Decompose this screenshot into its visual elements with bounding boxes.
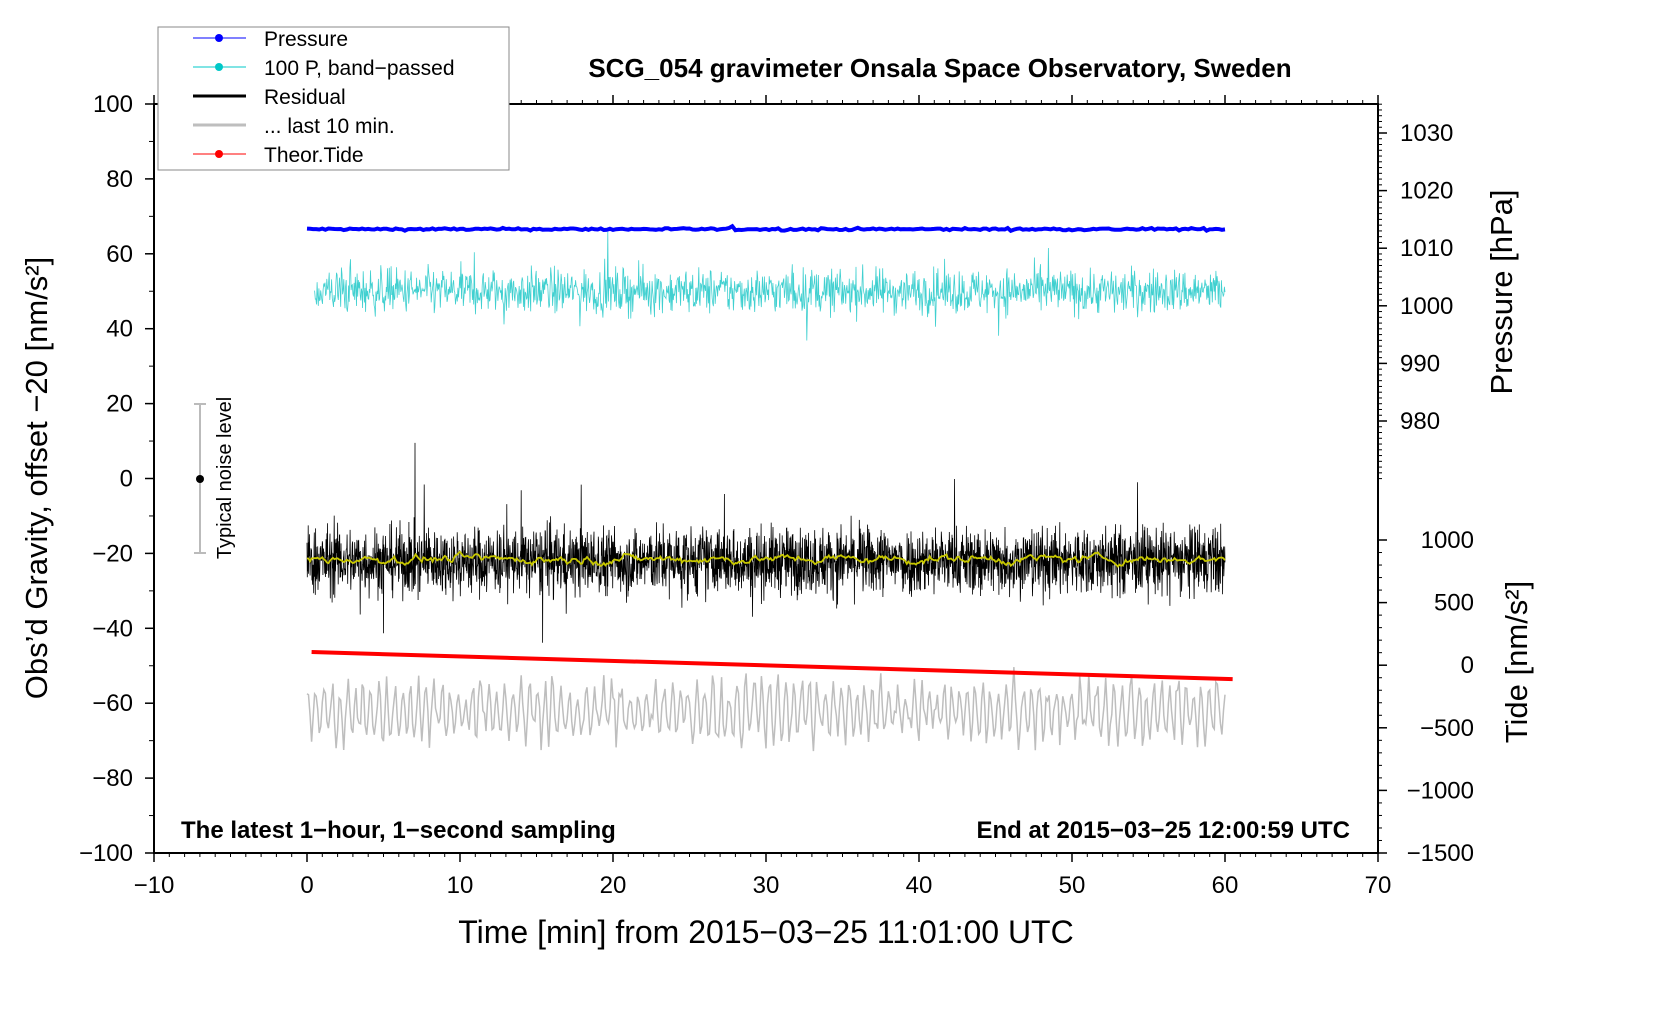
ticks-layer: −10 0 10 20 30 40 50 60 70100806040200−20−40−60−… bbox=[79, 91, 1474, 899]
series-layer bbox=[306, 223, 1233, 752]
legend-label: Residual bbox=[264, 86, 346, 109]
tide-tick-label: 0 bbox=[1461, 652, 1474, 679]
y-tick-label-left: 40 bbox=[106, 316, 133, 343]
pressure-tick-label: 1000 bbox=[1400, 293, 1453, 320]
legend-entry: Pressure bbox=[193, 28, 348, 51]
series-theor-tide bbox=[311, 650, 1233, 682]
tide-tick-label: −1500 bbox=[1407, 840, 1474, 867]
annotation-left: The latest 1−hour, 1−second sampling bbox=[181, 817, 616, 844]
legend-entry: ... last 10 min. bbox=[193, 115, 395, 138]
series-100-p-band-passed bbox=[314, 231, 1226, 341]
y-tick-label-left: −80 bbox=[92, 765, 133, 792]
x-tick-label: −10 bbox=[134, 872, 175, 899]
pressure-tick-label: 980 bbox=[1400, 408, 1440, 435]
legend: Pressure 100 P, band−passed Residual ... la… bbox=[157, 26, 510, 171]
legend-label: ... last 10 min. bbox=[264, 115, 395, 138]
pressure-tick-label: 1020 bbox=[1400, 178, 1453, 205]
tide-tick-label: 500 bbox=[1434, 590, 1474, 617]
x-tick-label: 0 bbox=[300, 872, 313, 899]
chart-title: SCG_054 gravimeter Onsala Space Observat… bbox=[588, 53, 1291, 83]
pressure-tick-label: 1010 bbox=[1400, 235, 1453, 262]
y-tick-label-left: 80 bbox=[106, 166, 133, 193]
x-tick-label: 40 bbox=[906, 872, 933, 899]
tide-tick-label: 1000 bbox=[1421, 527, 1474, 554]
legend-marker bbox=[215, 63, 223, 71]
series-residual bbox=[306, 442, 1226, 643]
x-tick-label: 10 bbox=[447, 872, 474, 899]
legend-marker bbox=[215, 150, 223, 158]
legend-entry: Residual bbox=[193, 86, 346, 109]
pressure-tick-label: 990 bbox=[1400, 350, 1440, 377]
legend-label: Pressure bbox=[264, 28, 348, 51]
legend-entry: Theor.Tide bbox=[193, 144, 364, 167]
y-axis-label-pressure: Pressure [hPa] bbox=[1484, 189, 1519, 394]
noise-center-dot bbox=[196, 475, 204, 483]
legend-label: Theor.Tide bbox=[264, 144, 364, 167]
x-tick-label: 20 bbox=[600, 872, 627, 899]
y-axis-label-left: Obs’d Gravity, offset −20 [nm/s²] bbox=[19, 257, 54, 700]
y-tick-label-left: −100 bbox=[79, 840, 133, 867]
x-tick-label: 30 bbox=[753, 872, 780, 899]
y-tick-label-left: 20 bbox=[106, 391, 133, 418]
annotation-right: End at 2015−03−25 12:00:59 UTC bbox=[976, 817, 1350, 844]
tide-tick-label: −500 bbox=[1420, 715, 1474, 742]
x-tick-label: 60 bbox=[1212, 872, 1239, 899]
y-tick-label-left: 100 bbox=[93, 91, 133, 118]
y-axis-label-tide: Tide [nm/s²] bbox=[1499, 581, 1534, 744]
y-tick-label-left: −40 bbox=[92, 615, 133, 642]
x-tick-label: 50 bbox=[1059, 872, 1086, 899]
y-tick-label-left: 60 bbox=[106, 241, 133, 268]
series--last-10-min- bbox=[306, 667, 1226, 752]
y-tick-label-left: −20 bbox=[92, 540, 133, 567]
x-axis-label: Time [min] from 2015−03−25 11:01:00 UTC bbox=[458, 914, 1073, 950]
legend-label: 100 P, band−passed bbox=[264, 57, 455, 80]
legend-entry: 100 P, band−passed bbox=[193, 57, 455, 80]
pressure-tick-label: 1030 bbox=[1400, 120, 1453, 147]
tide-tick-label: −1000 bbox=[1407, 777, 1474, 804]
series-pressure bbox=[306, 223, 1226, 234]
series-residual-smoothed bbox=[307, 550, 1226, 568]
y-tick-label-left: −60 bbox=[92, 690, 133, 717]
x-tick-label: 70 bbox=[1365, 872, 1392, 899]
y-tick-label-left: 0 bbox=[120, 466, 133, 493]
noise-level-indicator: Typical noise level bbox=[194, 397, 236, 559]
legend-marker bbox=[215, 34, 223, 42]
noise-level-label: Typical noise level bbox=[214, 397, 236, 559]
